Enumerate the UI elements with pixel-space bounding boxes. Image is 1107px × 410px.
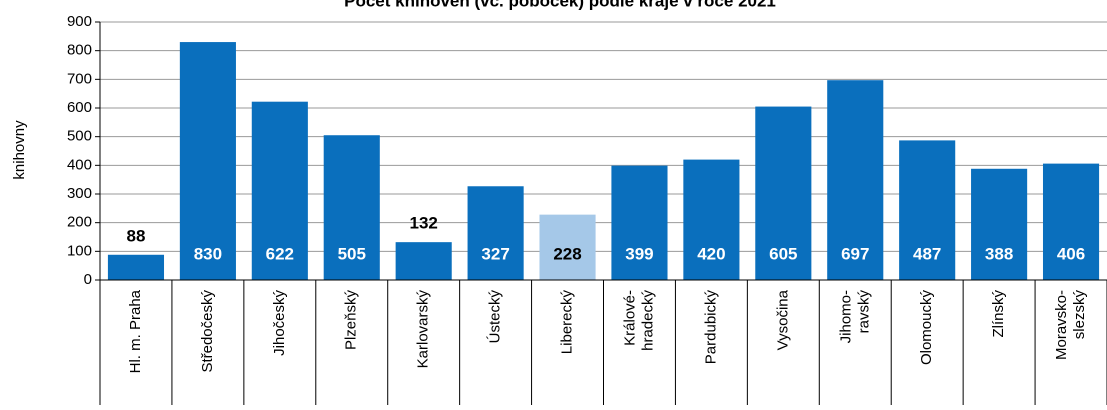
bar xyxy=(755,106,812,280)
value-label: 420 xyxy=(697,244,725,263)
y-tick-label: 200 xyxy=(67,214,92,231)
value-label: 697 xyxy=(841,244,869,263)
x-tick-label: Vysočina xyxy=(774,289,791,350)
x-tick-label: Ústecký xyxy=(487,290,504,344)
y-tick-label: 400 xyxy=(67,156,92,173)
y-tick-label: 900 xyxy=(67,13,92,30)
x-tick-label: Středočeský xyxy=(199,290,216,373)
bar xyxy=(899,140,956,280)
x-tick-label: Plzeňský xyxy=(343,290,360,351)
y-tick-label: 100 xyxy=(67,242,92,259)
value-label: 505 xyxy=(338,244,366,263)
value-label: 228 xyxy=(553,244,581,263)
y-tick-label: 800 xyxy=(67,42,92,59)
value-label: 388 xyxy=(985,244,1013,263)
x-tick-label: Hl. m. Praha xyxy=(127,289,144,373)
value-label: 399 xyxy=(625,244,653,263)
chart-title: Počet knihoven (vč. poboček) podle kraje… xyxy=(344,0,776,10)
x-tick-label: Králové-hradecký xyxy=(621,290,656,351)
value-label: 406 xyxy=(1057,244,1085,263)
bar xyxy=(323,135,380,280)
y-tick-label: 600 xyxy=(67,99,92,116)
x-tick-label: Zlínský xyxy=(990,290,1007,338)
bar xyxy=(1042,163,1100,280)
x-tick-label: Pardubický xyxy=(702,290,719,365)
x-tick-label: Olomoucký xyxy=(918,290,935,366)
bar xyxy=(683,159,740,280)
bar xyxy=(107,254,165,280)
bar xyxy=(395,242,452,280)
value-label: 88 xyxy=(127,226,146,245)
value-label: 487 xyxy=(913,244,941,263)
value-label: 622 xyxy=(266,244,294,263)
y-tick-label: 300 xyxy=(67,185,92,202)
x-tick-label: Jihomo-ravský xyxy=(837,290,872,344)
y-tick-label: 700 xyxy=(67,70,92,87)
y-axis-label: knihovny xyxy=(11,120,28,180)
bar xyxy=(971,168,1028,280)
y-tick-label: 500 xyxy=(67,128,92,145)
y-tick-label: 0 xyxy=(84,271,92,288)
x-tick-label: Jihočeský xyxy=(271,290,288,356)
value-label: 605 xyxy=(769,244,797,263)
x-tick-label: Karlovarský xyxy=(415,290,432,369)
bar xyxy=(611,165,668,280)
bar xyxy=(827,80,884,281)
value-label: 327 xyxy=(481,244,509,263)
bar xyxy=(539,214,596,280)
bar xyxy=(179,42,236,280)
x-tick-label: Moravsko-slezský xyxy=(1053,290,1088,361)
value-label: 132 xyxy=(409,214,437,233)
bar xyxy=(251,101,308,281)
x-tick-label: Liberecký xyxy=(559,290,576,355)
bar xyxy=(467,186,524,280)
value-label: 830 xyxy=(194,244,222,263)
